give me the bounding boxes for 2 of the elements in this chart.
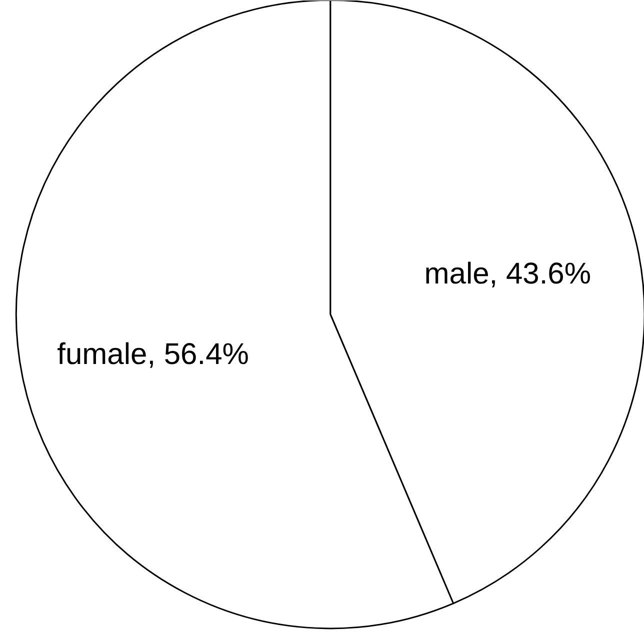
slice-label: male, 43.6% (424, 258, 592, 291)
slice-label: fumale, 56.4% (57, 338, 249, 371)
